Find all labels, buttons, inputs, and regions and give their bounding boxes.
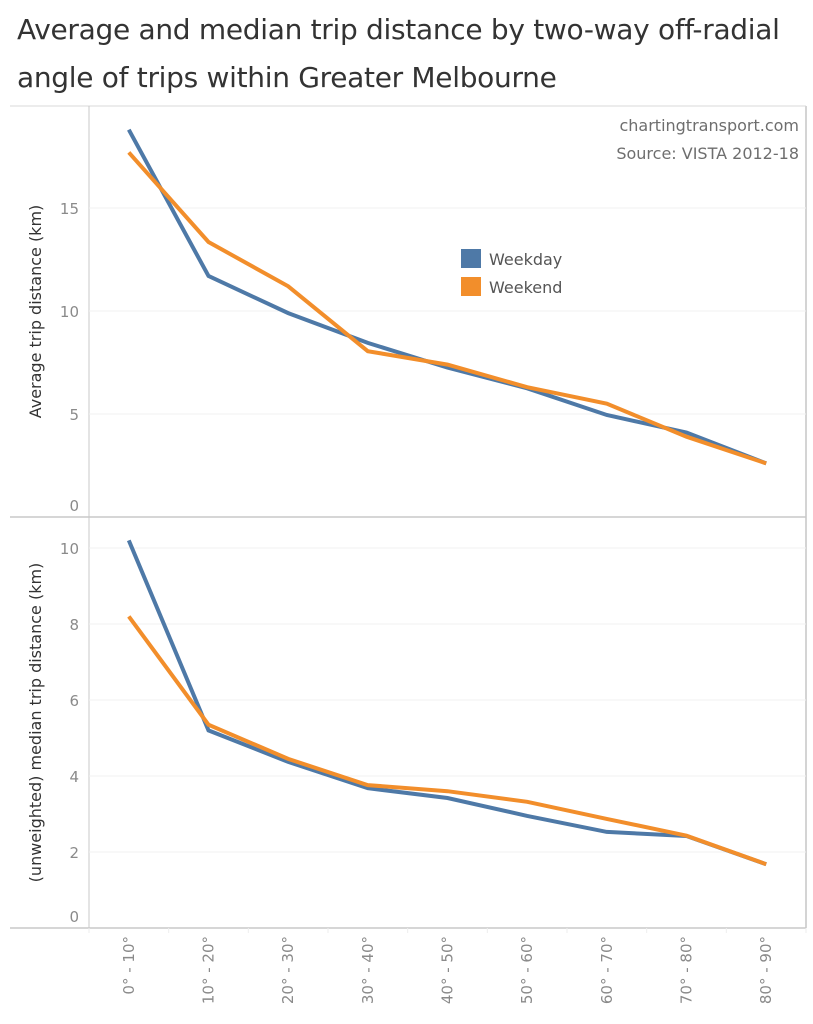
y-tick-label: 10 (60, 303, 79, 321)
y-tick-label: 6 (69, 692, 79, 710)
x-category-label: 50° - 60° (518, 936, 536, 1004)
legend-swatch-weekday (461, 249, 481, 268)
y-tick-label: 0 (69, 497, 79, 515)
chart-frame (10, 105, 807, 933)
y-tick-label: 4 (69, 768, 79, 786)
x-category-label: 40° - 50° (439, 936, 457, 1004)
y-tick-label: 10 (60, 540, 79, 558)
x-category-label: 0° - 10° (120, 936, 138, 995)
gridlines (89, 207, 806, 853)
x-category-label: 10° - 20° (200, 936, 218, 1004)
legend-swatch-weekend (461, 277, 481, 296)
y-tick-label: 0 (69, 908, 79, 926)
series-line-weekend-median (127, 615, 767, 867)
legend-label-weekday: Weekday (489, 250, 562, 269)
source-annotation: Source: VISTA 2012-18 (616, 144, 799, 163)
x-category-label: 70° - 80° (678, 936, 696, 1004)
legend: Weekday Weekend (461, 249, 562, 297)
y-tick-label: 5 (69, 406, 79, 424)
axis-labels: 0 5 10 15 Average trip distance (km) 0 2 4 6 8 10 (… (26, 200, 775, 1004)
y-axis-title: Average trip distance (km) (26, 205, 45, 419)
site-annotation: chartingtransport.com (619, 116, 799, 135)
y-axis-title: (unweighted) median trip distance (km) (26, 563, 45, 883)
chart-title: Average and median trip distance by two-… (17, 13, 780, 94)
y-tick-label: 8 (69, 616, 79, 634)
x-category-label: 30° - 40° (359, 936, 377, 1004)
series-lines (126, 128, 767, 867)
series-line-weekday-median (126, 539, 767, 867)
legend-label-weekend: Weekend (489, 278, 562, 297)
y-tick-label: 15 (60, 200, 79, 218)
x-category-label: 60° - 70° (598, 936, 616, 1004)
y-tick-label: 2 (69, 844, 79, 862)
x-category-label: 20° - 30° (279, 936, 297, 1004)
x-category-label: 80° - 90° (757, 936, 775, 1004)
series-line-weekend-average (127, 151, 767, 466)
series-line-weekday-average (127, 128, 767, 466)
